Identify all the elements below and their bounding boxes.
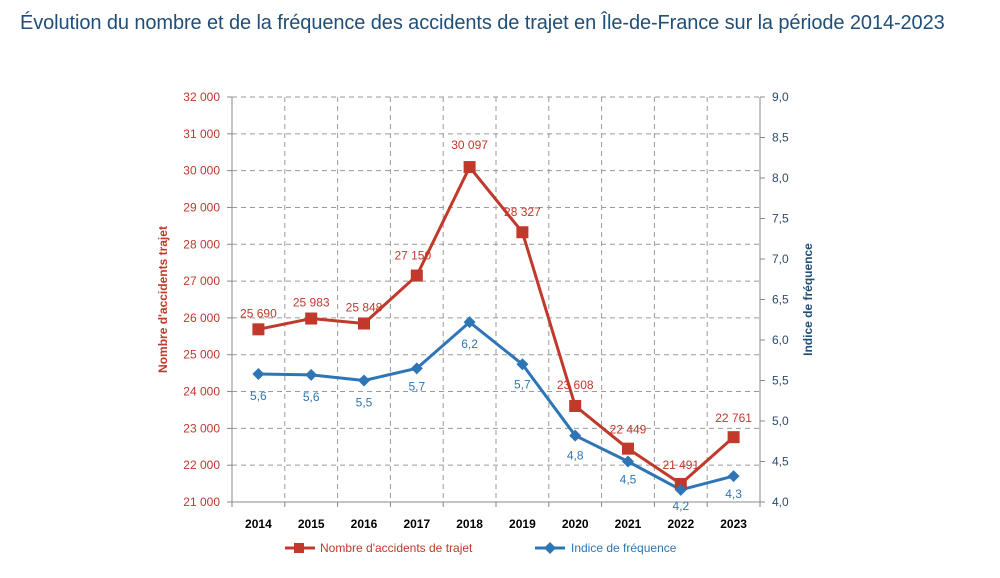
marker-frequence	[305, 368, 318, 381]
x-tick-label: 2022	[667, 517, 694, 531]
data-label: 6,2	[461, 337, 478, 351]
data-label: 5,5	[356, 396, 373, 410]
x-tick-label: 2020	[562, 517, 589, 531]
y-tick-right: 6,5	[772, 293, 789, 307]
x-tick-label: 2018	[456, 517, 483, 531]
y-axis-left-title: Nombre d'accidents trajet	[156, 226, 170, 373]
marker-frequence	[622, 455, 634, 468]
data-labels: 25 690 25 983 25 848 27 150 30 097 28 327 23 6…	[240, 138, 752, 513]
data-label: 27 150	[394, 249, 431, 263]
x-tick-label: 2023	[720, 517, 747, 531]
data-label: 22 761	[715, 411, 752, 425]
data-label: 25 690	[240, 306, 277, 320]
legend-label-accidents: Nombre d'accidents de trajet	[320, 541, 473, 555]
y-tick-left: 30 000	[183, 164, 220, 178]
data-label: 23 608	[557, 378, 594, 392]
series-line-1	[258, 320, 734, 492]
series-line-0	[258, 165, 735, 486]
marker-frequence	[358, 374, 370, 387]
marker-accidents	[569, 399, 582, 412]
x-tick-label: 2016	[351, 517, 378, 531]
marker-frequence	[463, 316, 476, 329]
data-label: 25 848	[346, 301, 383, 315]
y-tick-right: 5,0	[772, 414, 789, 428]
marker-accidents	[622, 442, 634, 455]
x-tick-label: 2021	[615, 517, 642, 531]
data-label: 21 491	[662, 458, 699, 472]
marker-accidents	[252, 323, 265, 336]
marker-accidents	[727, 431, 740, 444]
y-tick-right: 7,0	[772, 252, 789, 266]
y-tick-left: 23 000	[183, 421, 220, 435]
data-label: 22 449	[610, 423, 647, 437]
marker-accidents	[463, 161, 476, 174]
markers	[252, 161, 740, 496]
y-tick-right: 4,0	[772, 495, 789, 509]
y-tick-left: 32 000	[183, 90, 220, 104]
x-tick-label: 2019	[509, 517, 536, 531]
legend: Nombre d'accidents de trajet Indice de fr…	[285, 541, 677, 555]
y-tick-left: 24 000	[183, 385, 220, 399]
y-tick-right: 8,5	[772, 131, 789, 145]
marker-accidents	[358, 317, 370, 330]
legend-label-frequence: Indice de fréquence	[571, 541, 677, 555]
data-label: 4,3	[725, 487, 742, 501]
data-label: 25 983	[293, 296, 330, 310]
data-label: 5,7	[408, 379, 425, 393]
marker-accidents	[305, 312, 318, 325]
y-tick-right: 7,5	[772, 212, 789, 226]
y-tick-left: 21 000	[183, 495, 220, 509]
data-label: 4,8	[567, 449, 584, 463]
y-tick-right: 4,5	[772, 455, 789, 469]
marker-frequence	[727, 470, 740, 483]
data-label: 5,6	[250, 389, 267, 403]
marker-frequence	[410, 362, 423, 375]
y-tick-left: 26 000	[183, 311, 220, 325]
y-tick-right: 6,0	[772, 333, 789, 347]
marker-accidents	[516, 226, 529, 239]
data-label: 30 097	[451, 138, 488, 152]
x-tick-label: 2014	[245, 517, 272, 531]
x-tick-label: 2017	[403, 517, 430, 531]
legend-marker-frequence	[544, 542, 556, 554]
marker-accidents	[410, 269, 423, 282]
series-lines	[258, 165, 735, 492]
data-label: 28 327	[504, 205, 541, 219]
y-tick-left: 28 000	[183, 237, 220, 251]
marker-frequence	[674, 483, 687, 496]
page-title: Évolution du nombre et de la fréquence d…	[20, 12, 945, 34]
data-label: 5,6	[303, 390, 320, 404]
y-tick-left: 27 000	[183, 274, 220, 288]
marker-frequence	[516, 358, 529, 371]
y-tick-left: 25 000	[183, 348, 220, 362]
y-tick-right: 8,0	[772, 171, 789, 185]
y-tick-left: 31 000	[183, 127, 220, 141]
marker-frequence	[569, 429, 582, 442]
data-label: 5,7	[514, 377, 531, 391]
y-tick-right: 9,0	[772, 90, 789, 104]
y-tick-right: 5,5	[772, 374, 789, 388]
grid	[232, 96, 760, 502]
y-axis-right-title: Indice de fréquence	[801, 243, 815, 356]
legend-marker-accidents	[294, 543, 304, 553]
data-label: 4,2	[672, 499, 689, 513]
data-label: 4,5	[620, 473, 637, 487]
y-tick-left: 22 000	[183, 458, 220, 472]
y-tick-left: 29 000	[183, 200, 220, 214]
marker-frequence	[252, 368, 265, 381]
axes: 21 000 22 000 23 000 24 000 25 000 26 000 27 0…	[156, 90, 815, 531]
x-tick-label: 2015	[298, 517, 325, 531]
